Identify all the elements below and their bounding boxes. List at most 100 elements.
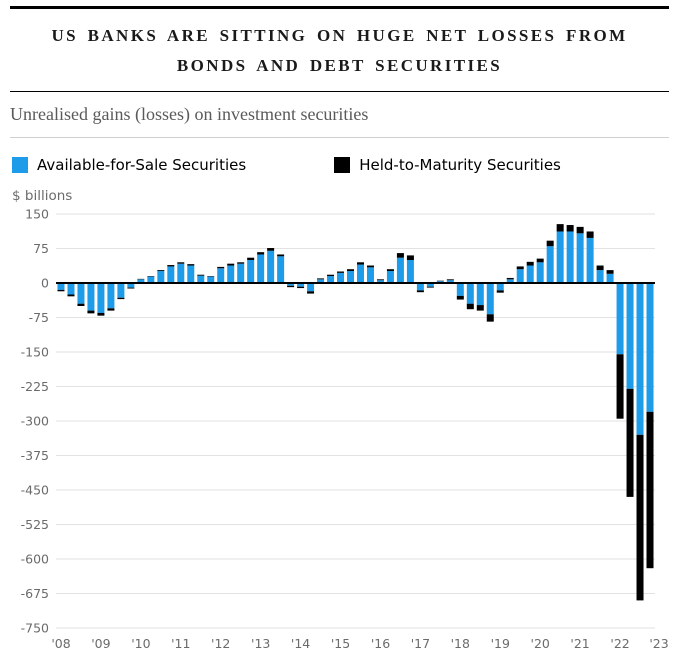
- bar-segment-2008-Q1: [57, 289, 65, 292]
- bar-segment-2008-Q2: [67, 283, 75, 295]
- bar-segment-2021-Q3: [596, 270, 604, 283]
- x-tick-label: '21: [570, 636, 589, 651]
- y-tick-label: -150: [21, 345, 49, 360]
- bar-segment-2014-Q4: [327, 276, 335, 283]
- bar-segment-2009-Q4: [127, 283, 135, 288]
- bar-segment-2009-Q1: [97, 283, 105, 313]
- bar-segment-2017-Q4: [446, 280, 454, 283]
- bar-segment-2012-Q4: [247, 260, 255, 283]
- bar-segment-2018-Q4: [486, 314, 494, 322]
- bar-segment-2016-Q3: [396, 257, 404, 283]
- bar-segment-2011-Q4: [207, 276, 215, 283]
- bar-segment-2013-Q2: [267, 248, 275, 251]
- bar-segment-2012-Q3: [237, 262, 245, 264]
- bar-segment-2012-Q2: [227, 265, 235, 283]
- legend-item-available-for-sale: Available-for-Sale Securities: [12, 156, 246, 174]
- x-tick-label: '23: [649, 636, 668, 651]
- bar-segment-2013-Q4: [287, 285, 295, 288]
- bar-segment-2019-Q1: [496, 290, 504, 293]
- bar-segment-2008-Q2: [67, 294, 75, 297]
- bar-segment-2012-Q1: [217, 266, 225, 269]
- bar-segment-2016-Q1: [376, 279, 384, 281]
- bar-segment-2021-Q4: [606, 270, 614, 274]
- bar-segment-2020-Q4: [566, 225, 574, 232]
- y-tick-label: -225: [21, 379, 49, 394]
- y-tick-label: 150: [25, 207, 49, 222]
- chart-title: US BANKS ARE SITTING ON HUGE NET LOSSES …: [51, 26, 628, 75]
- y-tick-label: -525: [21, 517, 49, 532]
- chart-legend: Available-for-Sale Securities Held-to-Ma…: [12, 156, 669, 174]
- chart-subtitle: Unrealised gains (losses) on investment …: [10, 104, 369, 124]
- x-tick-label: '15: [331, 636, 350, 651]
- bar-segment-2015-Q2: [347, 269, 355, 272]
- y-tick-label: -675: [21, 586, 49, 601]
- bar-segment-2017-Q1: [416, 283, 424, 291]
- bar-segment-2021-Q3: [596, 265, 604, 271]
- bar-segment-2014-Q1: [297, 283, 305, 287]
- bar-segment-2012-Q2: [227, 263, 235, 266]
- legend-swatch-blue-icon: [12, 157, 28, 173]
- x-tick-label: '20: [531, 636, 550, 651]
- x-tick-label: '13: [251, 636, 270, 651]
- bar-segment-2008-Q4: [87, 283, 95, 311]
- bar-segment-2013-Q2: [267, 250, 275, 283]
- legend-label-held-to-maturity: Held-to-Maturity Securities: [359, 156, 561, 174]
- y-tick-label: 75: [33, 241, 49, 256]
- bar-segment-2010-Q2: [147, 276, 155, 283]
- bar-segment-2022-Q2: [626, 283, 634, 389]
- bar-segment-2016-Q2: [386, 269, 394, 272]
- bar-segment-2016-Q4: [406, 260, 414, 283]
- subtitle-divider: [10, 137, 669, 138]
- x-tick-label: '08: [51, 636, 70, 651]
- bar-segment-2014-Q1: [297, 286, 305, 289]
- bar-segment-2017-Q4: [446, 279, 454, 281]
- bar-segment-2009-Q2: [107, 308, 115, 311]
- x-tick-label: '09: [91, 636, 110, 651]
- bar-segment-2018-Q3: [476, 283, 484, 306]
- x-tick-label: '18: [451, 636, 470, 651]
- bar-segment-2013-Q4: [287, 283, 295, 286]
- bar-segment-2013-Q1: [257, 252, 265, 255]
- y-tick-label: 0: [41, 276, 49, 291]
- bar-segment-2019-Q3: [516, 269, 524, 283]
- bar-segment-2011-Q3: [197, 274, 205, 276]
- bar-segment-2019-Q1: [496, 283, 504, 291]
- legend-label-available-for-sale: Available-for-Sale Securities: [37, 156, 247, 174]
- x-tick-label: '12: [211, 636, 230, 651]
- bar-segment-2015-Q4: [366, 267, 374, 283]
- bar-segment-2020-Q3: [556, 231, 564, 283]
- bar-segment-2022-Q4: [646, 411, 654, 569]
- bar-segment-2018-Q4: [486, 283, 494, 315]
- bar-segment-2021-Q1: [576, 233, 584, 283]
- bar-segment-2010-Q4: [167, 266, 175, 283]
- bar-segment-2010-Q4: [167, 265, 175, 267]
- bar-segment-2013-Q3: [277, 254, 285, 257]
- bar-segment-2018-Q1: [456, 283, 464, 296]
- bar-segment-2015-Q1: [337, 272, 345, 283]
- bar-segment-2022-Q1: [616, 283, 624, 355]
- bar-segment-2015-Q3: [356, 262, 364, 265]
- bar-segment-2016-Q1: [376, 280, 384, 283]
- top-rule: [10, 6, 669, 9]
- bar-segment-2015-Q1: [337, 271, 345, 273]
- bar-segment-2011-Q3: [197, 275, 205, 283]
- bar-segment-2008-Q1: [57, 283, 65, 290]
- chart-svg: 150 75 0 -75 -150 -225 -300 -375 -450 -525 -600 -67…: [21, 207, 669, 652]
- bar-segment-2011-Q2: [187, 264, 195, 266]
- x-tick-label: '11: [171, 636, 190, 651]
- bar-segment-2012-Q1: [217, 268, 225, 283]
- bar-segment-2014-Q2: [307, 291, 315, 294]
- y-axis-unit-label: $ billions: [12, 188, 73, 204]
- bar-segment-2022-Q3: [636, 434, 644, 601]
- bar-segment-2008-Q4: [87, 310, 95, 314]
- bar-segment-2022-Q4: [646, 283, 654, 412]
- bar-segment-2013-Q3: [277, 256, 285, 283]
- bar-segment-2014-Q3: [317, 279, 325, 283]
- legend-item-held-to-maturity: Held-to-Maturity Securities: [334, 156, 561, 174]
- bar-segment-2020-Q1: [536, 262, 544, 283]
- bar-segment-2021-Q2: [586, 237, 594, 283]
- x-tick-label: '22: [610, 636, 629, 651]
- bar-segment-2022-Q3: [636, 283, 644, 435]
- bar-segment-2014-Q2: [307, 283, 315, 292]
